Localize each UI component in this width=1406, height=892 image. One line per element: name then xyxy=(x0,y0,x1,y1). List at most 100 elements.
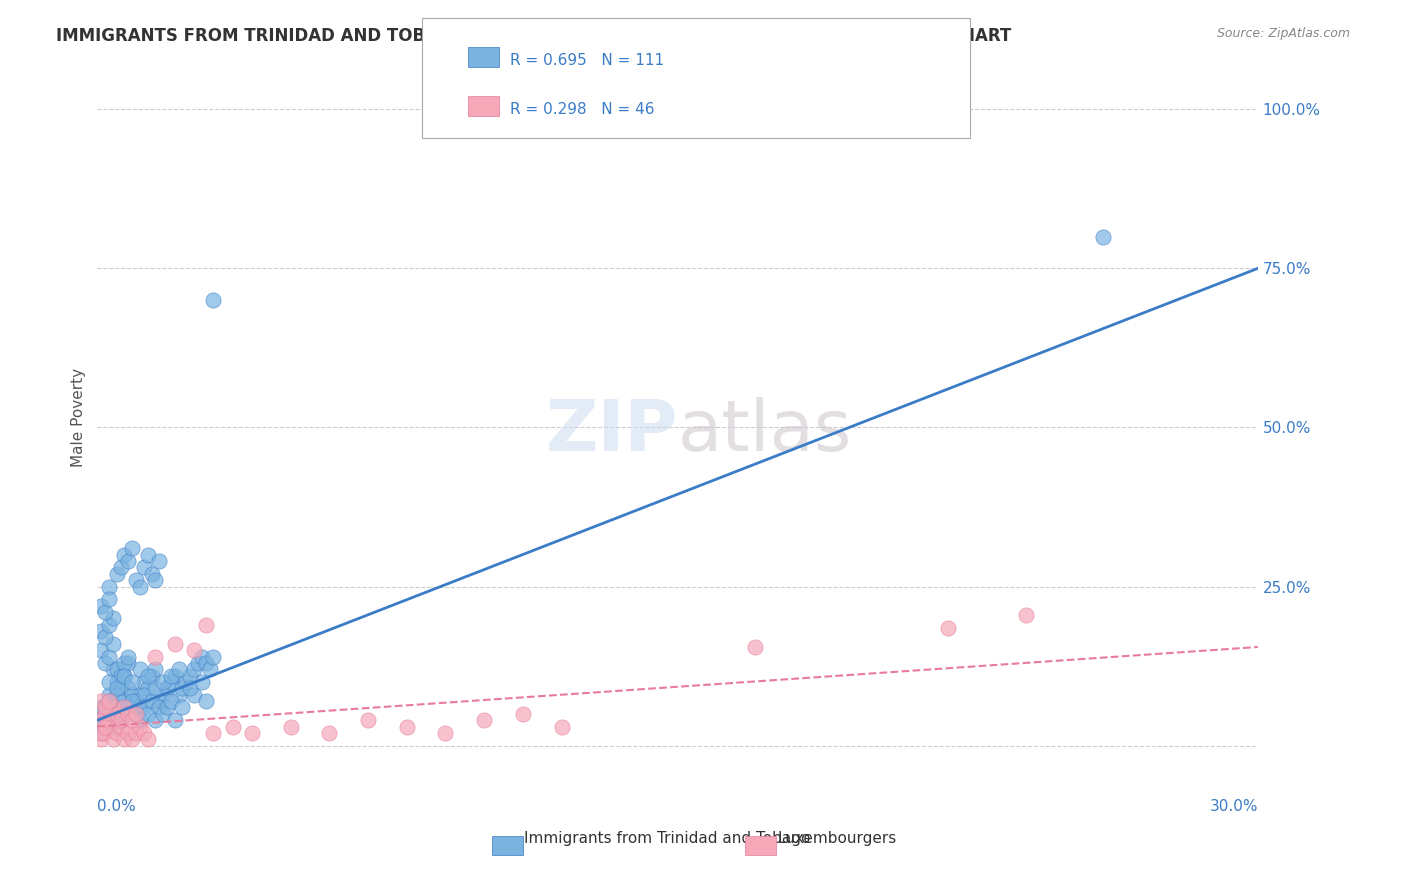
Point xyxy=(90,643,112,657)
Point xyxy=(318,726,340,740)
Point xyxy=(105,662,128,676)
Point xyxy=(145,649,167,664)
Point xyxy=(105,706,128,721)
Point xyxy=(110,681,132,696)
Point xyxy=(94,726,117,740)
Point xyxy=(156,681,179,696)
Point xyxy=(132,675,155,690)
Point xyxy=(117,649,139,664)
Point xyxy=(172,700,194,714)
Point xyxy=(90,719,112,733)
Point xyxy=(121,713,143,727)
Point xyxy=(183,643,205,657)
Point xyxy=(152,688,174,702)
Point xyxy=(110,719,132,733)
Point xyxy=(132,700,155,714)
Point xyxy=(167,662,190,676)
Point xyxy=(90,719,112,733)
Point xyxy=(97,688,120,702)
Point xyxy=(132,560,155,574)
Point xyxy=(179,668,201,682)
Point xyxy=(101,611,124,625)
Point xyxy=(125,694,148,708)
Point xyxy=(112,706,135,721)
Point xyxy=(152,675,174,690)
Point xyxy=(129,700,152,714)
Point xyxy=(136,548,159,562)
Point xyxy=(94,631,117,645)
Point xyxy=(141,694,163,708)
Point xyxy=(145,662,167,676)
Point xyxy=(97,719,120,733)
Point xyxy=(1092,229,1115,244)
Point xyxy=(136,706,159,721)
Point xyxy=(472,713,495,727)
Point xyxy=(136,732,159,747)
Point xyxy=(105,719,128,733)
Point xyxy=(101,706,124,721)
Point xyxy=(112,656,135,670)
Point xyxy=(112,548,135,562)
Point xyxy=(141,668,163,682)
Point xyxy=(110,713,132,727)
Point xyxy=(125,726,148,740)
Point xyxy=(101,732,124,747)
Point xyxy=(97,713,120,727)
Point xyxy=(160,668,183,682)
Point xyxy=(105,675,128,690)
Point xyxy=(101,662,124,676)
Point xyxy=(105,681,128,696)
Point xyxy=(163,713,186,727)
Point xyxy=(121,688,143,702)
Point xyxy=(194,694,217,708)
Point xyxy=(110,700,132,714)
Text: R = 0.695   N = 111: R = 0.695 N = 111 xyxy=(510,53,665,68)
Point xyxy=(97,592,120,607)
Point xyxy=(129,688,152,702)
Point xyxy=(121,675,143,690)
Point xyxy=(125,573,148,587)
Point xyxy=(183,688,205,702)
Point xyxy=(148,554,170,568)
Point xyxy=(94,706,117,721)
Point xyxy=(112,668,135,682)
Point xyxy=(167,688,190,702)
Point xyxy=(105,566,128,581)
Point xyxy=(90,713,112,727)
Text: 30.0%: 30.0% xyxy=(1209,799,1258,814)
Point xyxy=(94,706,117,721)
Point xyxy=(90,624,112,638)
Point xyxy=(90,694,112,708)
Point xyxy=(97,649,120,664)
Point xyxy=(94,713,117,727)
Point xyxy=(160,694,183,708)
Point xyxy=(145,573,167,587)
Point xyxy=(145,713,167,727)
Point xyxy=(222,719,245,733)
Text: IMMIGRANTS FROM TRINIDAD AND TOBAGO VS LUXEMBOURGER MALE POVERTY CORRELATION CHA: IMMIGRANTS FROM TRINIDAD AND TOBAGO VS L… xyxy=(56,27,1011,45)
Point xyxy=(97,694,120,708)
Point xyxy=(97,617,120,632)
Point xyxy=(744,640,766,654)
Point xyxy=(202,726,225,740)
Point xyxy=(121,732,143,747)
Point xyxy=(357,713,380,727)
Point xyxy=(125,700,148,714)
Point xyxy=(172,681,194,696)
Text: 0.0%: 0.0% xyxy=(97,799,136,814)
Point xyxy=(94,700,117,714)
Text: R = 0.298   N = 46: R = 0.298 N = 46 xyxy=(510,102,655,117)
Text: ZIP: ZIP xyxy=(546,397,678,466)
Point xyxy=(202,649,225,664)
Point xyxy=(183,662,205,676)
Point xyxy=(148,694,170,708)
Point xyxy=(145,681,167,696)
Point xyxy=(110,560,132,574)
Point xyxy=(94,719,117,733)
Point xyxy=(97,713,120,727)
Point xyxy=(280,719,302,733)
Point xyxy=(94,706,117,721)
Point xyxy=(395,719,418,733)
Point xyxy=(90,726,112,740)
Point xyxy=(90,726,112,740)
